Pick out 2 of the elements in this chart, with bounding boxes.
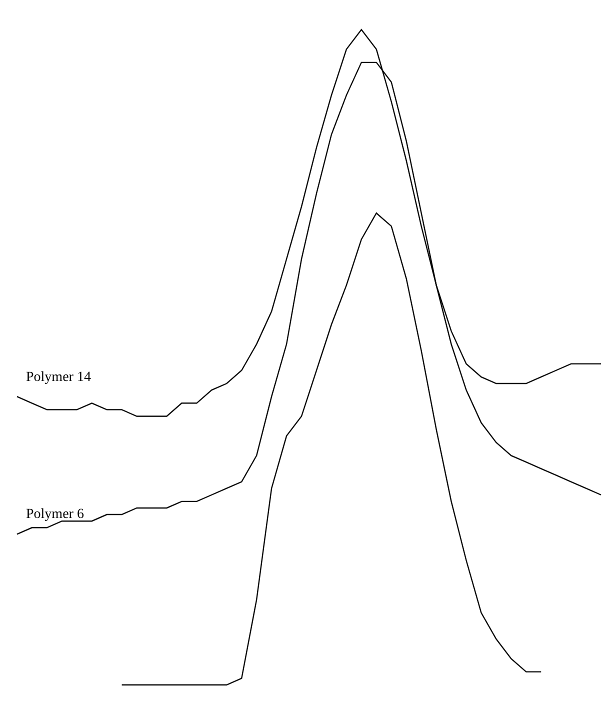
series-label: Polymer 14 bbox=[26, 370, 91, 385]
series-label: Polymer 6 bbox=[26, 507, 84, 522]
